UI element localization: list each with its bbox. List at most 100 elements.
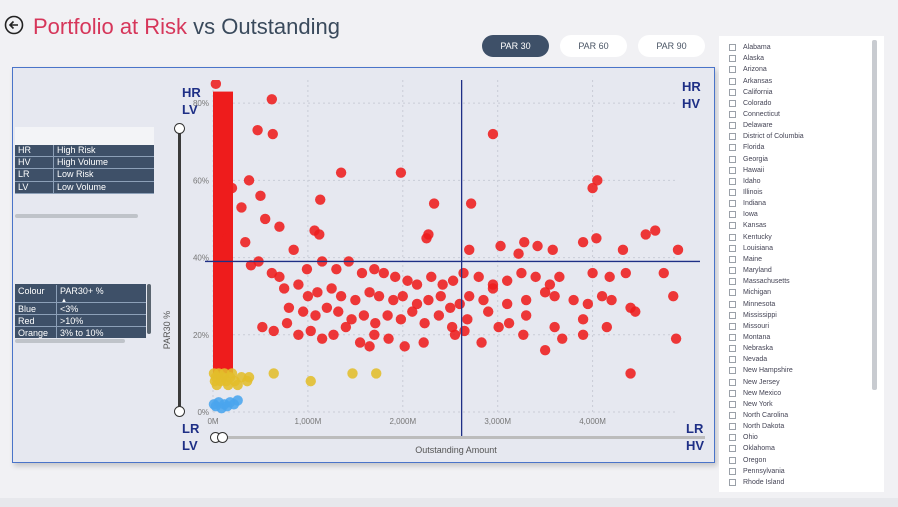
checkbox[interactable] [729, 189, 736, 197]
state-filter-item[interactable]: Oklahoma [729, 443, 775, 454]
state-filter-item[interactable]: North Carolina [729, 410, 788, 421]
checkbox[interactable] [729, 478, 736, 486]
checkbox[interactable] [729, 345, 736, 353]
state-filter-item[interactable]: New Jersey [729, 377, 780, 388]
state-filter-item[interactable]: Michigan [729, 287, 771, 298]
checkbox[interactable] [729, 166, 736, 174]
state-filter-item[interactable]: Georgia [729, 154, 768, 165]
state-filter-item[interactable]: Alaska [729, 53, 764, 64]
checkbox[interactable] [729, 110, 736, 118]
state-name: Arizona [743, 66, 767, 74]
checkbox[interactable] [729, 289, 736, 297]
checkbox[interactable] [729, 467, 736, 475]
state-filter-item[interactable]: Connecticut [729, 109, 780, 120]
state-filter-item[interactable]: Pennsylvania [729, 466, 785, 477]
checkbox[interactable] [729, 311, 736, 319]
checkbox[interactable] [729, 378, 736, 386]
checkbox[interactable] [729, 445, 736, 453]
state-filter-item[interactable]: Minnesota [729, 298, 775, 309]
state-filter-item[interactable]: Maine [729, 254, 762, 265]
y-range-slider-bottom-handle[interactable] [174, 406, 185, 417]
checkbox[interactable] [729, 423, 736, 431]
state-filter-item[interactable]: Colorado [729, 98, 771, 109]
checkbox[interactable] [729, 200, 736, 208]
state-filter-item[interactable]: Arizona [729, 64, 767, 75]
checkbox[interactable] [729, 155, 736, 163]
colour-table-vscroll[interactable] [147, 284, 151, 334]
back-arrow-icon[interactable] [4, 15, 24, 35]
checkbox[interactable] [729, 55, 736, 63]
checkbox[interactable] [729, 389, 736, 397]
checkbox[interactable] [729, 122, 736, 130]
state-filter-item[interactable]: District of Columbia [729, 131, 804, 142]
data-point-red [530, 271, 541, 283]
y-range-slider-top-handle[interactable] [174, 123, 185, 134]
checkbox[interactable] [729, 278, 736, 286]
checkbox[interactable] [729, 356, 736, 364]
checkbox[interactable] [729, 267, 736, 275]
colour-table-hscroll[interactable] [15, 339, 125, 343]
state-filter-item[interactable]: Delaware [729, 120, 773, 131]
state-filter-item[interactable]: Massachusetts [729, 276, 790, 287]
checkbox[interactable] [729, 412, 736, 420]
checkbox[interactable] [729, 77, 736, 85]
state-filter-item[interactable]: Arkansas [729, 75, 772, 86]
state-filter-item[interactable]: Oregon [729, 455, 766, 466]
state-filter-item[interactable]: Louisiana [729, 243, 773, 254]
state-filter-item[interactable]: Rhode Island [729, 477, 784, 488]
checkbox[interactable] [729, 211, 736, 219]
state-filter-item[interactable]: Nevada [729, 354, 767, 365]
state-filter-item[interactable]: Hawaii [729, 165, 764, 176]
checkbox[interactable] [729, 456, 736, 464]
data-point-red [226, 182, 238, 194]
state-filter-item[interactable]: Illinois [729, 187, 762, 198]
checkbox[interactable] [729, 88, 736, 96]
state-filter-item[interactable]: New Hampshire [729, 365, 793, 376]
x-range-slider-track[interactable] [217, 436, 705, 439]
state-filter-item[interactable]: New Mexico [729, 388, 781, 399]
state-filter-item[interactable]: Kansas [729, 220, 766, 231]
state-filter-item[interactable]: Kentucky [729, 232, 772, 243]
checkbox[interactable] [729, 233, 736, 241]
state-filter-item[interactable]: Nebraska [729, 343, 773, 354]
data-point-red [418, 337, 429, 348]
state-filter-item[interactable]: Maryland [729, 265, 772, 276]
checkbox[interactable] [729, 400, 736, 408]
state-filter-item[interactable]: Mississippi [729, 310, 777, 321]
tab-par-90[interactable]: PAR 90 [638, 35, 705, 57]
state-filter-item[interactable]: North Dakota [729, 421, 784, 432]
state-filter-item[interactable]: Ohio [729, 432, 758, 443]
checkbox[interactable] [729, 367, 736, 375]
checkbox[interactable] [729, 322, 736, 330]
checkbox[interactable] [729, 222, 736, 230]
state-filter-item[interactable]: Iowa [729, 209, 758, 220]
state-filter-item[interactable]: Alabama [729, 42, 771, 53]
state-filter-item[interactable]: New York [729, 399, 773, 410]
state-filter-item[interactable]: Montana [729, 332, 770, 343]
state-filter-item[interactable]: Idaho [729, 176, 761, 187]
checkbox[interactable] [729, 434, 736, 442]
checkbox[interactable] [729, 144, 736, 152]
y-range-slider-track[interactable] [178, 128, 181, 412]
checkbox[interactable] [729, 99, 736, 107]
checkbox[interactable] [729, 133, 736, 141]
state-filter-item[interactable]: Indiana [729, 198, 766, 209]
checkbox[interactable] [729, 300, 736, 308]
par-header[interactable]: PAR30+ % ▲ [57, 285, 146, 304]
legend-scrollbar[interactable] [15, 214, 138, 218]
state-filter-item[interactable]: California [729, 87, 773, 98]
checkbox[interactable] [729, 66, 736, 74]
state-filter-scrollbar[interactable] [872, 40, 877, 390]
state-filter-item[interactable]: Missouri [729, 321, 769, 332]
checkbox[interactable] [729, 244, 736, 252]
checkbox[interactable] [729, 44, 736, 52]
x-range-slider-right-handle[interactable] [217, 432, 228, 443]
x-tick-label: 4,000M [579, 417, 606, 426]
checkbox[interactable] [729, 255, 736, 263]
data-point-red [278, 283, 290, 294]
tab-par-60[interactable]: PAR 60 [560, 35, 627, 57]
checkbox[interactable] [729, 177, 736, 185]
state-filter-item[interactable]: Florida [729, 142, 764, 153]
checkbox[interactable] [729, 333, 736, 341]
tab-par-30[interactable]: PAR 30 [482, 35, 549, 57]
